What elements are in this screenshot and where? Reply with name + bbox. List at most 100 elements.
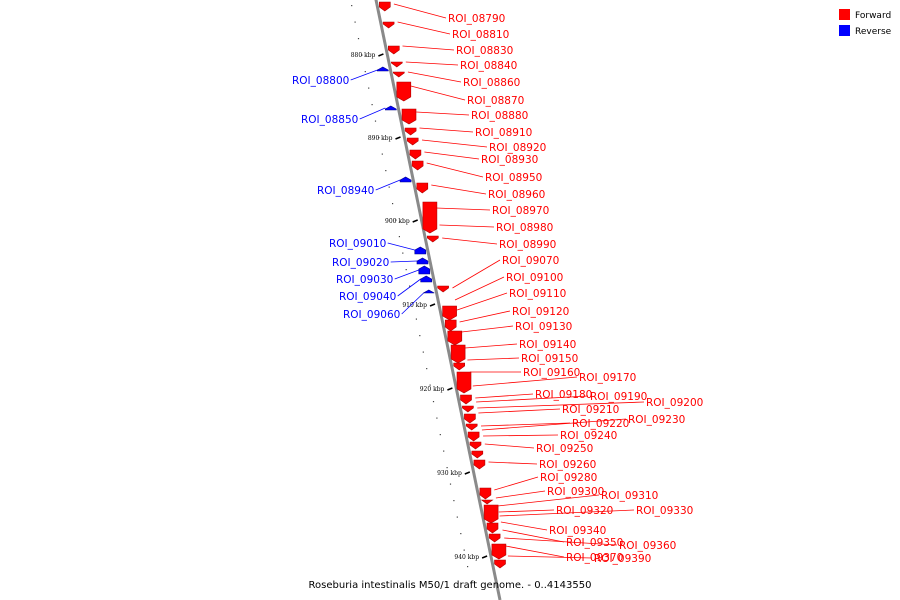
forward-gene[interactable] bbox=[488, 533, 501, 543]
forward-gene-label[interactable]: ROI_09100 bbox=[506, 272, 563, 284]
forward-gene-label[interactable]: ROI_08870 bbox=[467, 95, 524, 107]
forward-gene[interactable] bbox=[483, 504, 499, 524]
forward-gene[interactable] bbox=[456, 371, 472, 394]
reverse-gene[interactable] bbox=[385, 105, 397, 111]
forward-gene-label[interactable]: ROI_08960 bbox=[488, 189, 545, 201]
forward-gene[interactable] bbox=[409, 149, 422, 160]
forward-gene-label[interactable]: ROI_08910 bbox=[475, 127, 532, 139]
forward-gene[interactable] bbox=[460, 394, 472, 405]
reverse-gene[interactable] bbox=[399, 176, 412, 183]
reverse-gene-label[interactable]: ROI_08850 bbox=[301, 114, 358, 126]
forward-gene-label[interactable]: ROI_08790 bbox=[448, 13, 505, 25]
reverse-gene[interactable] bbox=[414, 246, 427, 255]
forward-gene[interactable] bbox=[442, 305, 457, 321]
forward-gene-label[interactable]: ROI_09300 bbox=[547, 486, 604, 498]
forward-gene[interactable] bbox=[479, 487, 492, 500]
forward-gene-label[interactable]: ROI_09130 bbox=[515, 321, 572, 333]
forward-gene-label[interactable]: ROI_08810 bbox=[452, 29, 509, 41]
forward-gene-label[interactable]: ROI_09210 bbox=[562, 404, 619, 416]
forward-gene[interactable] bbox=[404, 127, 417, 136]
forward-gene[interactable] bbox=[486, 522, 499, 534]
reverse-gene[interactable] bbox=[418, 265, 431, 275]
forward-gene-label[interactable]: ROI_08950 bbox=[485, 172, 542, 184]
forward-gene-label[interactable]: ROI_09280 bbox=[540, 472, 597, 484]
forward-gene[interactable] bbox=[401, 108, 417, 125]
forward-gene[interactable] bbox=[494, 559, 506, 569]
forward-gene[interactable] bbox=[491, 543, 507, 560]
forward-gene[interactable] bbox=[462, 405, 474, 413]
forward-gene[interactable] bbox=[480, 499, 494, 505]
forward-gene[interactable] bbox=[416, 182, 429, 194]
forward-gene-label[interactable]: ROI_09320 bbox=[556, 505, 613, 517]
reverse-gene-label[interactable]: ROI_09060 bbox=[343, 309, 400, 321]
forward-gene-label[interactable]: ROI_09220 bbox=[572, 418, 629, 430]
reverse-gene[interactable] bbox=[416, 257, 429, 265]
forward-gene-label[interactable]: ROI_09160 bbox=[523, 367, 580, 379]
reverse-gene[interactable] bbox=[377, 66, 389, 72]
forward-gene-label[interactable]: ROI_09260 bbox=[539, 459, 596, 471]
reverse-gene[interactable] bbox=[420, 275, 432, 283]
forward-gene-label[interactable]: ROI_08920 bbox=[489, 142, 546, 154]
forward-gene[interactable] bbox=[437, 285, 449, 293]
forward-gene[interactable] bbox=[450, 344, 466, 364]
forward-gene[interactable] bbox=[391, 61, 403, 68]
scale-dot bbox=[419, 335, 421, 337]
forward-gene[interactable] bbox=[453, 362, 465, 371]
forward-gene-label[interactable]: ROI_09330 bbox=[636, 505, 693, 517]
forward-gene[interactable] bbox=[388, 45, 400, 55]
forward-gene-label[interactable]: ROI_09070 bbox=[502, 255, 559, 267]
forward-gene-label[interactable]: ROI_09310 bbox=[601, 490, 658, 502]
forward-gene-label[interactable]: ROI_08860 bbox=[463, 77, 520, 89]
leader-line bbox=[401, 292, 424, 315]
forward-gene[interactable] bbox=[444, 319, 457, 332]
forward-gene-label[interactable]: ROI_09390 bbox=[594, 553, 651, 565]
forward-gene-label[interactable]: ROI_09120 bbox=[512, 306, 569, 318]
forward-gene-label[interactable]: ROI_08930 bbox=[481, 154, 538, 166]
forward-gene-label[interactable]: ROI_09140 bbox=[519, 339, 576, 351]
reverse-gene-label[interactable]: ROI_09010 bbox=[329, 238, 386, 250]
forward-gene-label[interactable]: ROI_08880 bbox=[471, 110, 528, 122]
forward-gene-label[interactable]: ROI_09150 bbox=[521, 353, 578, 365]
forward-gene[interactable] bbox=[393, 71, 405, 78]
forward-gene-label[interactable]: ROI_09230 bbox=[628, 414, 685, 426]
forward-gene[interactable] bbox=[411, 160, 424, 171]
forward-gene-label[interactable]: ROI_09190 bbox=[590, 391, 647, 403]
forward-gene[interactable] bbox=[422, 201, 438, 234]
forward-gene-label[interactable]: ROI_09110 bbox=[509, 288, 566, 300]
scale-dot bbox=[453, 500, 455, 502]
gene-features[interactable] bbox=[377, 1, 507, 569]
forward-gene-label[interactable]: ROI_09240 bbox=[560, 430, 617, 442]
reverse-gene-label[interactable]: ROI_08800 bbox=[292, 75, 349, 87]
gene-labels[interactable]: ROI_08790 ROI_08810 ROI_08830 ROI_08840 ROI_… bbox=[292, 13, 703, 565]
forward-gene-label[interactable]: ROI_08970 bbox=[492, 205, 549, 217]
forward-gene[interactable] bbox=[447, 330, 463, 346]
forward-gene-label[interactable]: ROI_09340 bbox=[549, 525, 606, 537]
forward-gene[interactable] bbox=[379, 1, 391, 12]
forward-gene[interactable] bbox=[473, 459, 486, 470]
forward-gene-label[interactable]: ROI_09360 bbox=[619, 540, 676, 552]
forward-gene[interactable] bbox=[465, 423, 478, 431]
reverse-gene-label[interactable]: ROI_08940 bbox=[317, 185, 374, 197]
forward-gene-label[interactable]: ROI_09370 bbox=[566, 552, 623, 564]
reverse-gene[interactable] bbox=[423, 289, 435, 294]
reverse-gene-label[interactable]: ROI_09030 bbox=[336, 274, 393, 286]
forward-gene[interactable] bbox=[467, 431, 480, 442]
forward-gene-label[interactable]: ROI_09180 bbox=[535, 389, 592, 401]
forward-gene[interactable] bbox=[427, 235, 439, 243]
forward-gene-label[interactable]: ROI_09170 bbox=[579, 372, 636, 384]
forward-gene-label[interactable]: ROI_09350 bbox=[566, 537, 623, 549]
forward-gene[interactable] bbox=[471, 450, 484, 459]
forward-gene[interactable] bbox=[464, 413, 476, 424]
forward-gene[interactable] bbox=[396, 81, 412, 102]
forward-gene[interactable] bbox=[469, 441, 482, 450]
forward-gene-label[interactable]: ROI_08980 bbox=[496, 222, 553, 234]
forward-gene[interactable] bbox=[406, 137, 419, 146]
forward-gene[interactable] bbox=[382, 21, 395, 29]
forward-gene-label[interactable]: ROI_08840 bbox=[460, 60, 517, 72]
reverse-gene-label[interactable]: ROI_09040 bbox=[339, 291, 396, 303]
forward-gene-label[interactable]: ROI_09250 bbox=[536, 443, 593, 455]
forward-gene-label[interactable]: ROI_09200 bbox=[646, 397, 703, 409]
forward-gene-label[interactable]: ROI_08990 bbox=[499, 239, 556, 251]
forward-gene-label[interactable]: ROI_08830 bbox=[456, 45, 513, 57]
reverse-gene-label[interactable]: ROI_09020 bbox=[332, 257, 389, 269]
